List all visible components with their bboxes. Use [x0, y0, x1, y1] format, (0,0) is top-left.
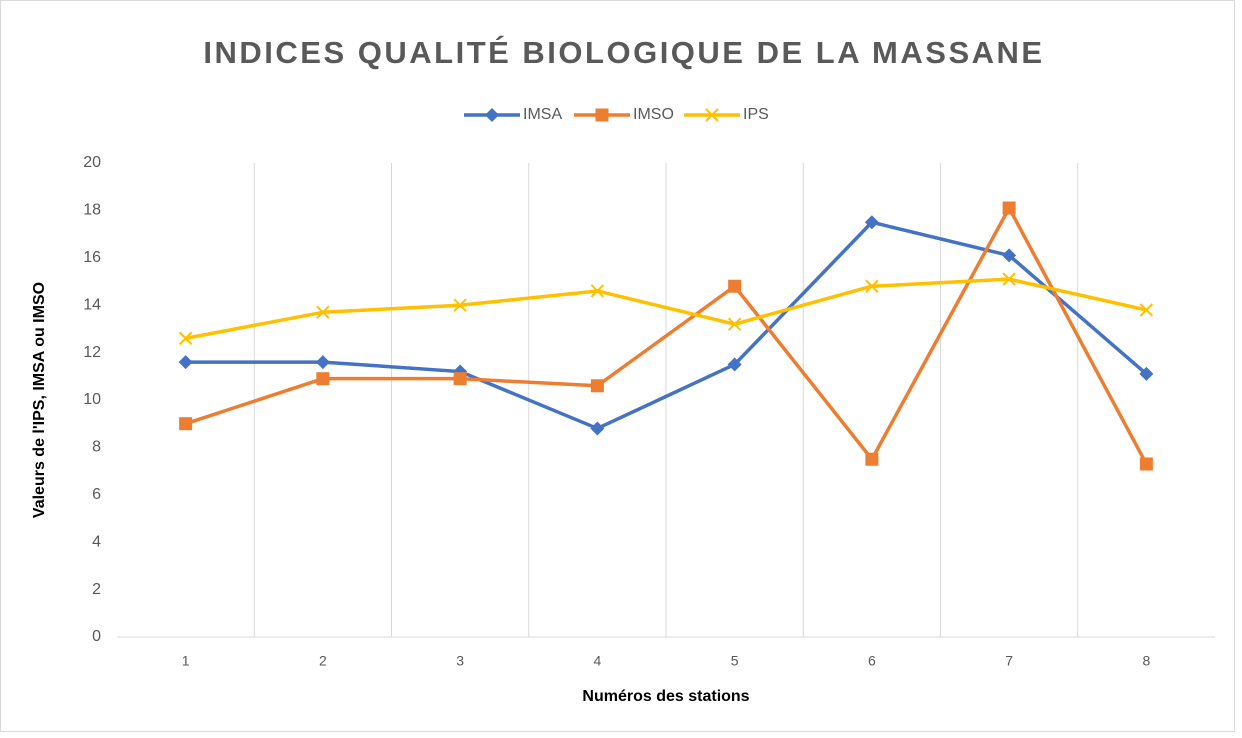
- marker: [590, 284, 605, 298]
- y-tick-label: 18: [83, 202, 101, 219]
- y-tick-label: 12: [83, 344, 101, 361]
- y-tick-label: 0: [92, 628, 101, 645]
- marker: [590, 421, 605, 436]
- y-tick-label: 20: [83, 154, 101, 171]
- y-tick-label: 8: [92, 439, 101, 456]
- y-tick-label: 14: [83, 296, 101, 313]
- chart-title: INDICES QUALITÉ BIOLOGIQUE DE LA MASSANE: [203, 35, 1044, 70]
- marker: [453, 298, 467, 312]
- marker: [590, 379, 604, 393]
- y-axis-label: Valeurs de l'IPS, IMSA ou IMSO: [31, 282, 48, 518]
- marker: [864, 215, 879, 230]
- marker: [1139, 366, 1154, 381]
- x-tick-label: 2: [319, 653, 327, 669]
- marker: [485, 108, 499, 122]
- marker: [178, 331, 193, 346]
- marker: [453, 372, 467, 386]
- x-tick-label: 7: [1005, 653, 1013, 669]
- marker: [316, 372, 330, 386]
- marker: [728, 279, 742, 293]
- x-tick-label: 1: [182, 653, 190, 669]
- y-tick-label: 6: [92, 486, 101, 503]
- y-tick-label: 10: [83, 391, 101, 408]
- x-tick-label: 5: [731, 653, 739, 669]
- marker: [595, 108, 609, 122]
- legend-label: IMSA: [523, 106, 562, 123]
- marker: [315, 355, 330, 370]
- marker: [727, 357, 742, 372]
- y-tick-label: 2: [92, 581, 101, 598]
- x-tick-label: 3: [456, 653, 464, 669]
- y-tick-label: 4: [92, 533, 101, 550]
- marker: [1139, 457, 1153, 471]
- legend-label: IPS: [743, 106, 769, 123]
- series-line: [185, 277, 1147, 341]
- x-tick-label: 6: [868, 653, 876, 669]
- marker: [316, 305, 330, 320]
- marker: [727, 317, 742, 331]
- marker: [1002, 201, 1016, 215]
- marker: [1002, 248, 1017, 263]
- marker: [1002, 272, 1016, 286]
- series-line: [185, 206, 1148, 465]
- x-axis-label: Numéros des stations: [582, 688, 749, 705]
- marker: [1139, 303, 1154, 317]
- marker: [178, 355, 193, 370]
- marker: [865, 279, 879, 293]
- marker: [865, 452, 879, 466]
- legend-label: IMSO: [633, 106, 674, 123]
- marker: [179, 417, 193, 431]
- marker: [705, 108, 719, 122]
- x-tick-label: 4: [593, 653, 601, 669]
- x-tick-label: 8: [1142, 653, 1150, 669]
- y-tick-label: 16: [83, 249, 101, 266]
